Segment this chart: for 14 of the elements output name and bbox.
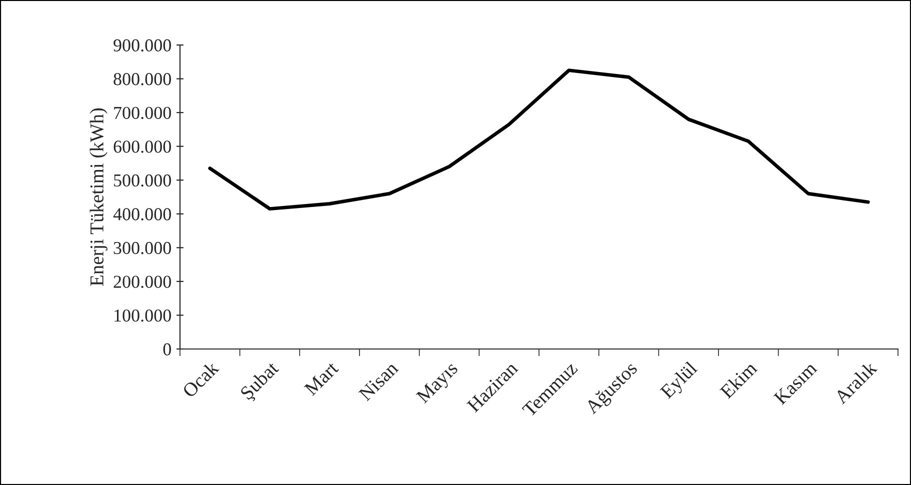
- y-tick-label: 600.000: [114, 140, 171, 153]
- y-tick-label: 0: [163, 343, 171, 356]
- y-tick-label: 200.000: [114, 276, 171, 288]
- y-tick-label: 900.000: [114, 39, 171, 52]
- y-tick-label: 700.000: [114, 106, 171, 120]
- y-tick-label: 800.000: [114, 73, 171, 86]
- y-tick-label: 300.000: [114, 242, 171, 254]
- x-tick-label: Ocak: [181, 360, 220, 398]
- line-series: [208, 68, 870, 211]
- y-tick-label: 100.000: [114, 309, 171, 322]
- x-tick-label: Mart: [304, 360, 340, 396]
- y-tick-label: 500.000: [114, 174, 171, 187]
- y-tick-label: 400.000: [113, 208, 171, 220]
- y-axis-title: Enerji Tüketimi (kWh): [90, 108, 108, 286]
